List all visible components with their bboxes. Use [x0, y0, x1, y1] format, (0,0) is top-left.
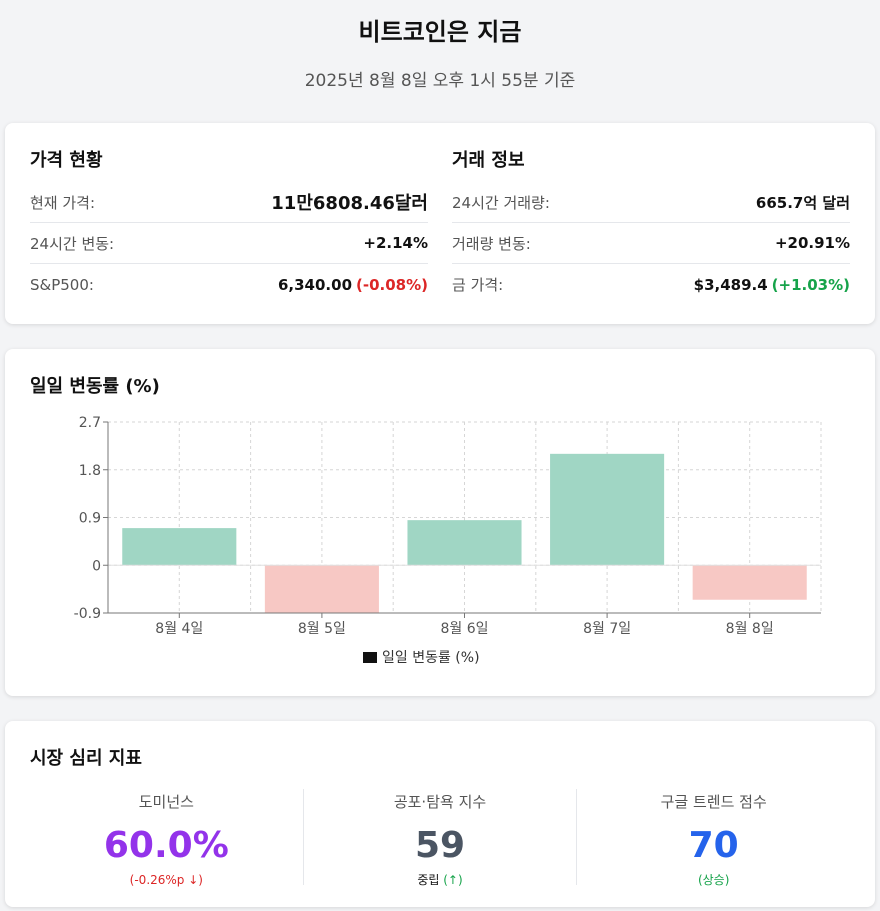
bar-5 — [692, 565, 807, 600]
volume-change-label: 거래량 변동: — [452, 234, 531, 253]
dominance-change: (-0.26%p ↓) — [129, 873, 203, 887]
change-24h-row: 24시간 변동: +2.14% — [30, 223, 428, 264]
volume-24h-row: 24시간 거래량: 665.7억 달러 — [452, 182, 850, 223]
sentiment-grid: 도미넌스 60.0% (-0.26%p ↓) 공포·탐욕 지수 59 중립 (↑… — [30, 789, 850, 887]
page-header: 비트코인은 지금 2025년 8월 8일 오후 1시 55분 기준 — [0, 0, 880, 92]
daily-change-card: 일일 변동률 (%) 2.7 1.8 0.9 0 -0.9 8월 4일 8월 5일 8월 6일… — [5, 349, 875, 696]
legend-swatch — [363, 652, 377, 663]
price-section: 가격 현황 현재 가격: 11만6808.46달러 24시간 변동: +2.14… — [30, 149, 428, 305]
sentiment-title: 시장 심리 지표 — [30, 748, 142, 769]
bar-3 — [407, 520, 522, 566]
bar-4 — [550, 453, 665, 566]
sp500-value: 6,340.00 — [277, 275, 353, 294]
current-price-label: 현재 가격: — [30, 193, 96, 212]
legend-label: 일일 변동률 (%) — [382, 650, 480, 666]
x-tick-label: 8월 7일 — [583, 621, 631, 637]
y-tick-label: 0 — [92, 558, 101, 574]
bar-1 — [122, 528, 237, 566]
dominance-indicator: 도미넌스 60.0% (-0.26%p ↓) — [30, 789, 304, 887]
market-info-card: 가격 현황 현재 가격: 11만6808.46달러 24시간 변동: +2.14… — [5, 123, 875, 324]
dominance-label: 도미넌스 — [138, 793, 194, 811]
change-24h-value: +2.14% — [363, 234, 428, 252]
sp500-value-group: 6,340.00 (-0.08%) — [278, 276, 428, 294]
dominance-value: 60.0% — [103, 825, 229, 866]
x-tick-label: 8월 8일 — [726, 621, 774, 637]
trade-section-title: 거래 정보 — [452, 150, 525, 171]
volume-change-row: 거래량 변동: +20.91% — [452, 223, 850, 264]
fear-greed-label: 공포·탐욕 지수 — [393, 793, 487, 811]
gold-price-change: (+1.03%) — [771, 275, 850, 294]
fear-greed-value: 59 — [414, 825, 466, 866]
fear-greed-trend: (↑) — [443, 873, 463, 887]
y-tick-label: -0.9 — [74, 606, 101, 622]
page-title: 비트코인은 지금 — [358, 18, 522, 46]
gold-price-value-group: $3,489.4 (+1.03%) — [694, 276, 850, 294]
volume-change-value: +20.91% — [774, 234, 850, 252]
gold-price-value: $3,489.4 — [693, 275, 768, 294]
fear-greed-indicator: 공포·탐욕 지수 59 중립 (↑) — [304, 789, 578, 887]
google-trends-indicator: 구글 트렌드 점수 70 (상승) — [577, 789, 850, 887]
y-tick-label: 1.8 — [79, 463, 101, 479]
fear-greed-status-text: 중립 — [417, 873, 440, 887]
x-tick-label: 8월 4일 — [155, 621, 203, 637]
price-section-title: 가격 현황 — [30, 150, 103, 171]
sp500-row: S&P500: 6,340.00 (-0.08%) — [30, 264, 428, 305]
daily-change-chart: 2.7 1.8 0.9 0 -0.9 8월 4일 8월 5일 8월 6일 8월 7일 8월 8일일… — [74, 415, 822, 666]
trade-section: 거래 정보 24시간 거래량: 665.7억 달러 거래량 변동: +20.91… — [452, 149, 850, 305]
google-trends-value: 70 — [688, 825, 739, 866]
fear-greed-status: 중립 (↑) — [304, 871, 577, 889]
current-price-row: 현재 가격: 11만6808.46달러 — [30, 182, 428, 223]
chart-title: 일일 변동률 (%) — [30, 376, 160, 397]
gold-price-row: 금 가격: $3,489.4 (+1.03%) — [452, 264, 850, 305]
gold-price-label: 금 가격: — [452, 276, 504, 294]
sp500-change: (-0.08%) — [356, 275, 428, 294]
y-tick-label: 2.7 — [79, 415, 101, 431]
sentiment-card: 시장 심리 지표 도미넌스 60.0% (-0.26%p ↓) 공포·탐욕 지수… — [5, 721, 875, 907]
x-tick-label: 8월 6일 — [440, 621, 488, 637]
x-tick-label: 8월 5일 — [298, 621, 346, 637]
volume-24h-label: 24시간 거래량: — [452, 193, 550, 212]
google-trends-status: (상승) — [697, 873, 730, 887]
page-subtitle: 2025년 8월 8일 오후 1시 55분 기준 — [304, 71, 576, 91]
sp500-label: S&P500: — [30, 275, 94, 294]
volume-24h-value: 665.7억 달러 — [755, 193, 850, 212]
y-tick-label: 0.9 — [79, 511, 101, 527]
bar-2 — [264, 565, 379, 613]
current-price-value: 11만6808.46달러 — [271, 193, 428, 214]
change-24h-label: 24시간 변동: — [30, 234, 115, 253]
google-trends-label: 구글 트렌드 점수 — [660, 793, 767, 811]
